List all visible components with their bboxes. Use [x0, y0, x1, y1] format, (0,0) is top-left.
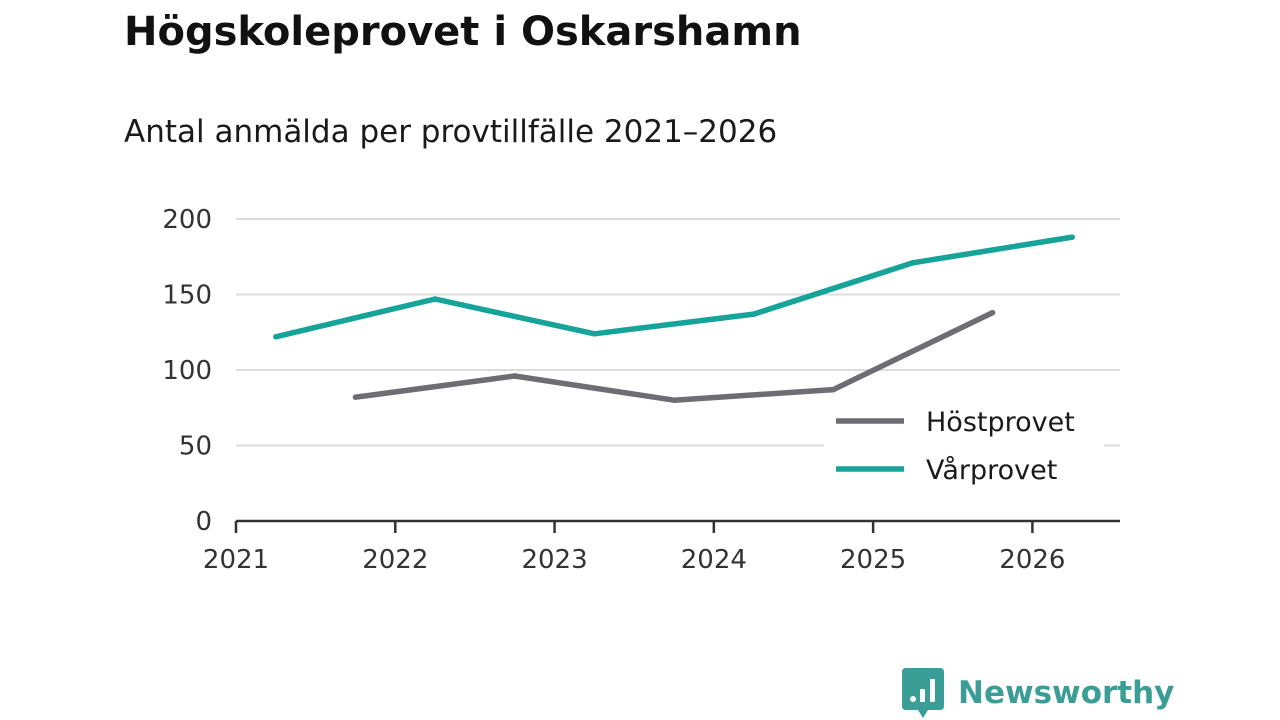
chart-title: Högskoleprovet i Oskarshamn: [124, 9, 802, 55]
y-tick-label: 150: [162, 281, 212, 311]
data-point: [830, 386, 837, 393]
data-point: [432, 296, 438, 302]
legend-label: Höstprovet: [926, 407, 1075, 438]
data-point: [671, 397, 677, 403]
x-tick-label: 2023: [521, 545, 587, 575]
legend-background: [824, 398, 1104, 493]
x-tick-label: 2025: [840, 545, 906, 575]
legend-label: Vårprovet: [926, 455, 1057, 486]
data-point: [511, 373, 518, 379]
chart-subtitle: Antal anmälda per provtillfälle 2021–202…: [124, 114, 778, 150]
data-point: [750, 311, 757, 317]
newsworthy-logo-icon: [902, 668, 944, 718]
y-tick-label: 50: [179, 432, 212, 462]
y-tick-label: 0: [195, 507, 212, 537]
data-point: [989, 309, 996, 316]
x-tick-label: 2021: [203, 545, 269, 575]
x-tick-label: 2026: [999, 545, 1065, 575]
series-lines: [273, 234, 1075, 403]
data-point: [1069, 234, 1075, 240]
data-point: [273, 334, 279, 340]
data-point: [591, 331, 598, 337]
brand-name: Newsworthy: [958, 675, 1175, 711]
y-tick-label: 200: [162, 205, 212, 235]
legend: Höstprovet Vårprovet: [824, 398, 1104, 493]
series-line-varprovet: [275, 234, 1073, 340]
brand-footer: Newsworthy: [902, 668, 1174, 718]
y-tick-label: 100: [162, 356, 212, 386]
axes: 0 50 100 150 200 2021 2022 2023 2024 2025 2026: [162, 205, 1120, 575]
x-tick-label: 2024: [681, 545, 747, 575]
data-point: [910, 260, 916, 266]
data-point: [352, 394, 359, 400]
x-tick-label: 2022: [362, 545, 428, 575]
